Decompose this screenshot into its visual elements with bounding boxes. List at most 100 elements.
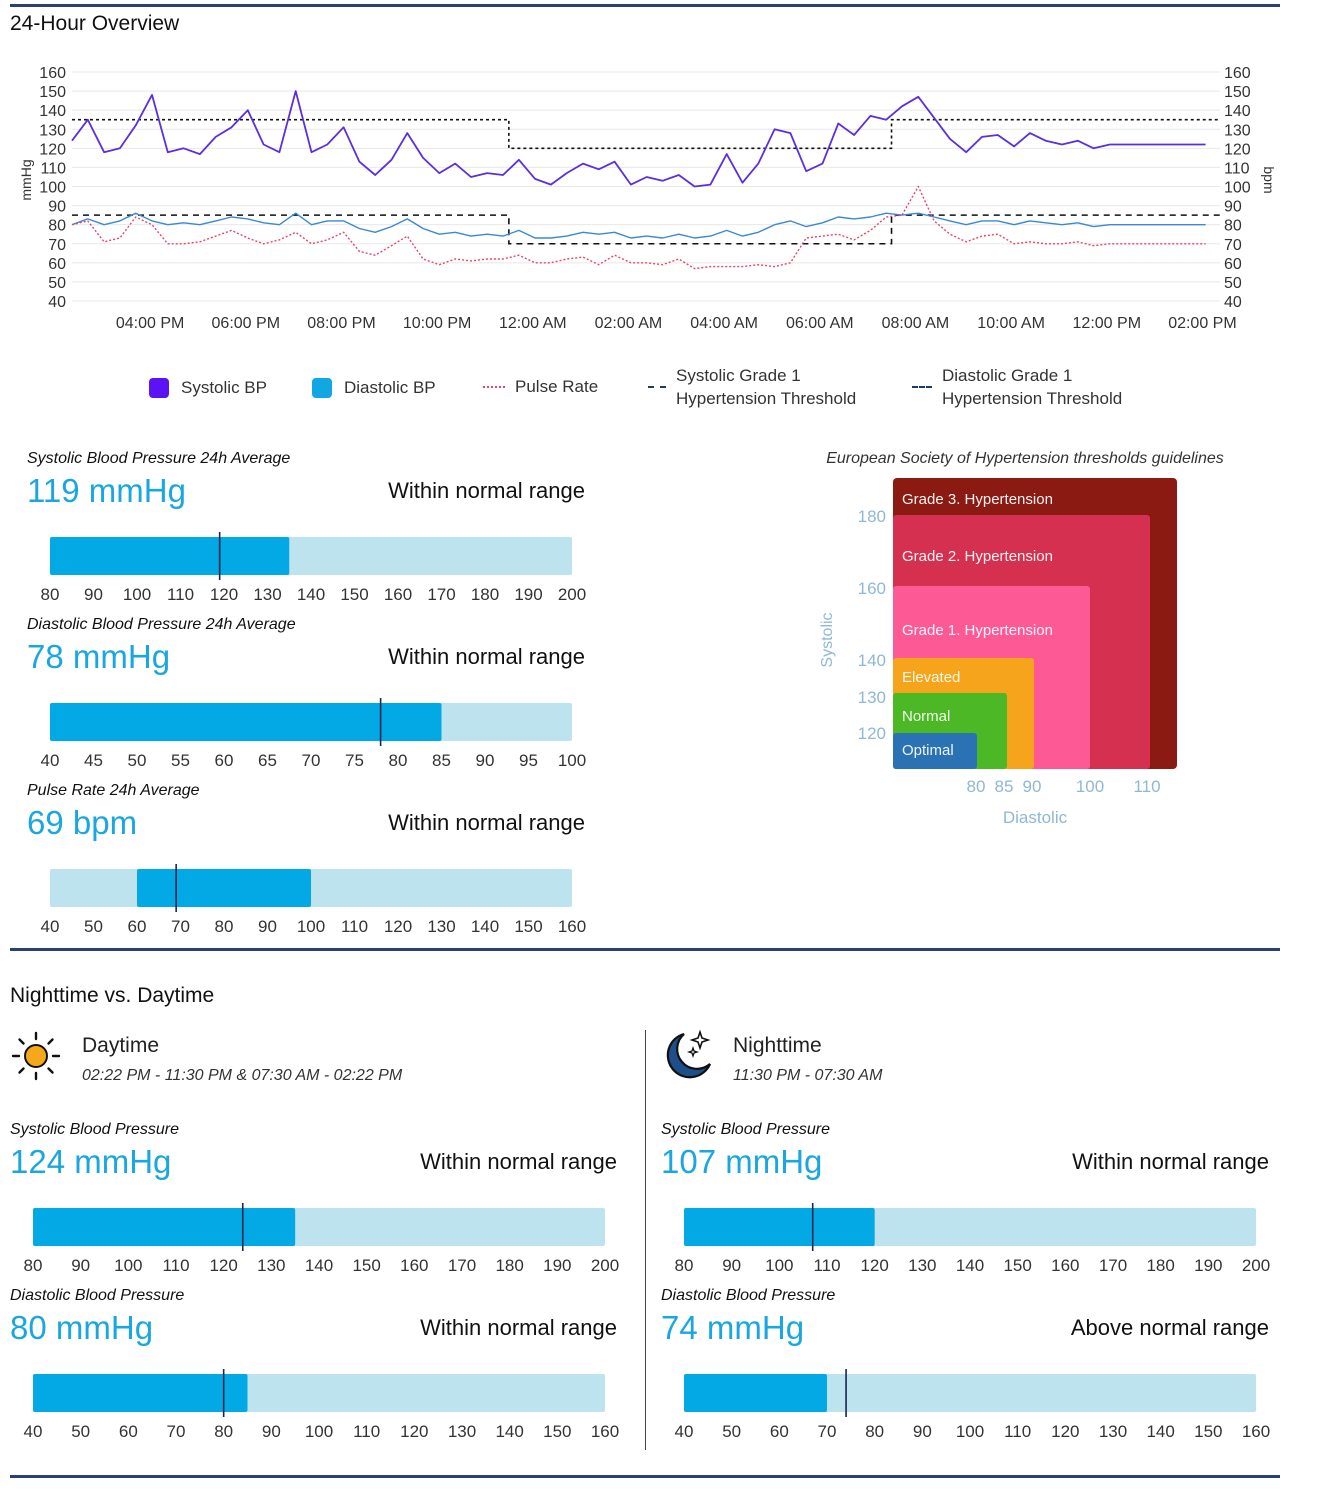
pulse-series-line [71, 185, 1206, 270]
y-tick-right: 120 [1224, 141, 1251, 158]
y-tick-left: 120 [39, 141, 66, 158]
x-tick: 04:00 AM [690, 315, 758, 332]
avg-systolic-number: 119 [27, 472, 80, 509]
range-tick-label: 60 [770, 1422, 789, 1441]
x-tick: 08:00 PM [307, 315, 375, 332]
range-tick-label: 60 [128, 917, 147, 936]
esh-zone-label: Grade 3. Hypertension [902, 491, 1053, 508]
legend-systolic-threshold[interactable]: Systolic Grade 1 Hypertension Threshold [648, 364, 856, 410]
range-tick-label: 80 [41, 585, 60, 604]
esh-y-tick: 120 [858, 724, 886, 743]
day-systolic: Systolic Blood Pressure 124 mmHg Within … [10, 1121, 640, 1281]
daytime-range: 02:22 PM - 11:30 PM & 07:30 AM - 02:22 P… [82, 1067, 403, 1084]
day-systolic-unit: mmHg [74, 1143, 172, 1180]
avg-diastolic-status: Within normal range [388, 644, 585, 669]
range-tick-label: 150 [1003, 1256, 1031, 1275]
esh-y-tick: 160 [858, 579, 886, 598]
range-tick-label: 190 [543, 1256, 571, 1275]
legend-diastolic-swatch [312, 378, 332, 398]
y-tick-right: 150 [1224, 84, 1251, 101]
legend-systolic[interactable]: Systolic BP [149, 378, 267, 398]
esh-zone-label: Normal [902, 708, 950, 725]
x-tick: 06:00 PM [212, 315, 280, 332]
avg-pulse-number: 69 [27, 804, 64, 841]
night-diastolic: Diastolic Blood Pressure 74 mmHg Above n… [661, 1287, 1291, 1447]
range-tick-label: 140 [297, 585, 325, 604]
day-diastolic: Diastolic Blood Pressure 80 mmHg Within … [10, 1287, 640, 1447]
legend-systolic-threshold-swatch [648, 386, 666, 388]
range-tick-label: 100 [123, 585, 151, 604]
range-tick-label: 100 [297, 917, 325, 936]
avg-diastolic-unit: mmHg [72, 638, 171, 675]
y-tick-right: 110 [1224, 160, 1250, 177]
day-diastolic-unit: mmHg [55, 1309, 154, 1346]
esh-y-tick: 130 [858, 688, 886, 707]
legend-pulse[interactable]: Pulse Rate [483, 377, 598, 397]
night-diastolic-number: 74 [661, 1309, 698, 1346]
range-tick-label: 55 [171, 751, 190, 770]
day-diastolic-value: 80 mmHg [10, 1309, 153, 1347]
y-tick-left: 110 [40, 160, 66, 177]
esh-x-tick: 90 [1023, 777, 1042, 796]
esh-threshold-chart: Optimal Normal Elevated Grade 1. Hypertensi… [819, 478, 1177, 827]
legend-diastolic-threshold[interactable]: Diastolic Grade 1 Hypertension Threshold [912, 364, 1122, 410]
esh-chart-title: European Society of Hypertension thresho… [826, 450, 1224, 467]
legend-diastolic-label: Diastolic BP [344, 378, 436, 397]
day-diastolic-status: Within normal range [420, 1315, 617, 1340]
daytime-title: Daytime [82, 1034, 160, 1057]
range-tick-label: 90 [722, 1256, 741, 1275]
range-tick-label: 70 [171, 917, 190, 936]
range-tick-label: 100 [305, 1422, 333, 1441]
range-tick-label: 90 [262, 1422, 281, 1441]
y-tick-right: 80 [1224, 218, 1242, 235]
y-tick-right: 130 [1224, 122, 1251, 139]
range-tick-label: 70 [167, 1422, 186, 1441]
range-tick-label: 150 [340, 585, 368, 604]
esh-zone-optimal [893, 733, 977, 769]
overview-title: 24-Hour Overview [10, 12, 180, 35]
diastolic-threshold-line [72, 214, 1220, 245]
period-divider [645, 1030, 646, 1450]
range-tick-label: 50 [71, 1422, 90, 1441]
range-tick-label: 180 [1146, 1256, 1174, 1275]
range-tick-label: 110 [162, 1256, 189, 1275]
y-tick-left: 90 [48, 199, 66, 216]
legend-systolic-threshold-line1: Systolic Grade 1 [676, 366, 801, 385]
y-tick-left: 100 [39, 180, 66, 197]
legend-pulse-label: Pulse Rate [515, 377, 599, 396]
night-diastolic-range-bar: 40 50 60 70 80 90 100 110 120 130 140 150 160 [675, 1369, 1270, 1441]
range-tick-label: 90 [258, 917, 277, 936]
overview-line-chart: 160 150 140 130 120 110 100 90 80 70 60 50 40 160 150… [18, 65, 1277, 332]
range-tick-label: 160 [400, 1256, 428, 1275]
y-tick-left: 130 [39, 122, 66, 139]
day-systolic-value: 124 mmHg [10, 1143, 171, 1181]
range-tick-label: 100 [956, 1422, 984, 1441]
day-systolic-status: Within normal range [420, 1149, 617, 1174]
y-tick-right: 90 [1224, 199, 1242, 216]
night-diastolic-label: Diastolic Blood Pressure [661, 1287, 836, 1304]
avg-diastolic-number: 78 [27, 638, 64, 675]
day-diastolic-range-bar: 40 50 60 70 80 90 100 110 120 130 140 150 160 [24, 1369, 619, 1441]
range-tick-label: 50 [84, 917, 103, 936]
avg-systolic-value: 119 mmHg [27, 472, 186, 510]
x-tick: 06:00 AM [786, 315, 854, 332]
range-tick-label: 120 [400, 1422, 428, 1441]
range-tick-label: 200 [1242, 1256, 1270, 1275]
avg-systolic-label: Systolic Blood Pressure 24h Average [27, 450, 291, 467]
avg-systolic-unit: mmHg [88, 472, 186, 509]
y-tick-left: 140 [39, 103, 66, 120]
range-tick-label: 200 [558, 585, 586, 604]
bottom-rule [10, 1475, 1280, 1478]
y-tick-left: 50 [48, 275, 66, 292]
esh-x-tick: 85 [995, 777, 1014, 796]
range-tick-label: 110 [1004, 1422, 1031, 1441]
avg-systolic-range-bar: 80 90 100 110 120 130 140 150 160 170 180 190 200 [41, 532, 586, 604]
normal-range-fill [33, 1208, 296, 1246]
legend-diastolic[interactable]: Diastolic BP [312, 378, 436, 398]
range-tick-label: 170 [1099, 1256, 1127, 1275]
day-systolic-number: 124 [10, 1143, 66, 1180]
x-tick: 12:00 AM [499, 315, 567, 332]
night-systolic: Systolic Blood Pressure 107 mmHg Within … [661, 1121, 1291, 1281]
range-tick-label: 80 [215, 917, 234, 936]
range-tick-label: 60 [215, 751, 234, 770]
